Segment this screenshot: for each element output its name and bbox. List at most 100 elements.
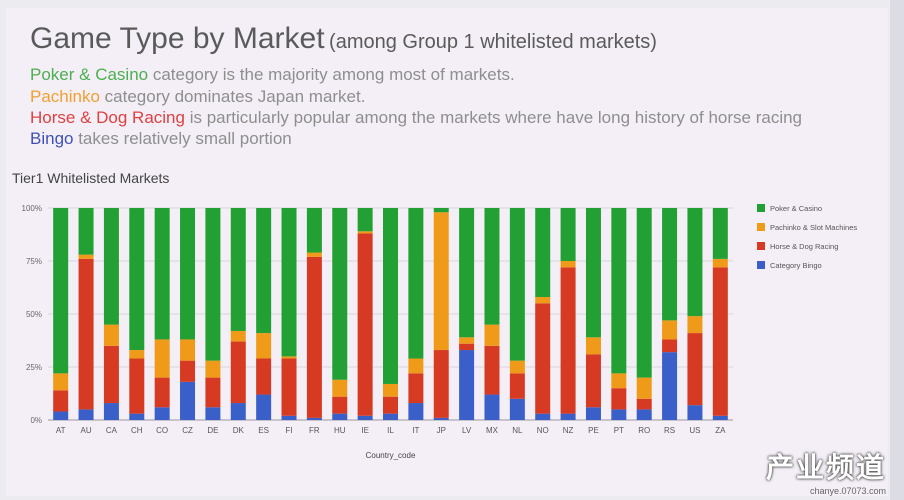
bar-segment-it bbox=[408, 403, 424, 420]
bar-segment-il bbox=[383, 208, 398, 384]
bar-segment-es bbox=[256, 358, 272, 395]
x-tick-label: IL bbox=[387, 426, 394, 435]
legend-label: Poker & Casino bbox=[770, 204, 822, 213]
note-bingo: Bingo takes relatively small portion bbox=[30, 129, 292, 149]
bar-segment-co bbox=[154, 339, 170, 378]
bar-segment-pe bbox=[585, 337, 601, 355]
bar-segment-ro bbox=[636, 398, 652, 410]
x-tick-label: CO bbox=[156, 426, 168, 435]
bar-segment-il bbox=[383, 396, 398, 414]
y-tick-label: 50% bbox=[26, 310, 42, 319]
bar-segment-za bbox=[712, 208, 728, 259]
legend-label: Pachinko & Slot Machines bbox=[770, 223, 857, 232]
bar-segment-nl bbox=[509, 208, 525, 361]
bar-segment-rs bbox=[662, 339, 678, 353]
x-tick-label: ES bbox=[258, 426, 269, 435]
bar-segment-lv bbox=[459, 337, 475, 344]
x-tick-label: DE bbox=[207, 426, 218, 435]
watermark: 产业频道 chanye.07073.com bbox=[766, 446, 886, 496]
x-tick-label: IE bbox=[361, 426, 369, 435]
bar-segment-at bbox=[53, 373, 69, 391]
title-main: Game Type by Market bbox=[30, 22, 325, 55]
bar-segment-rs bbox=[662, 320, 678, 340]
bar-segment-au bbox=[78, 208, 94, 255]
x-tick-label: PE bbox=[588, 426, 599, 435]
x-tick-label: AU bbox=[80, 426, 91, 435]
bar-segment-us bbox=[687, 208, 703, 317]
x-tick-label: PT bbox=[614, 426, 624, 435]
bar-segment-jp bbox=[433, 212, 449, 351]
bar-segment-co bbox=[154, 208, 170, 340]
bar-segment-mx bbox=[484, 394, 500, 420]
bar-segment-za bbox=[712, 415, 728, 420]
bar-segment-hu bbox=[332, 379, 348, 397]
bar-segment-at bbox=[53, 390, 69, 412]
bar-segment-nl bbox=[509, 373, 525, 399]
bar-segment-dk bbox=[230, 330, 246, 342]
bar-segment-fi bbox=[281, 415, 297, 420]
bar-segment-de bbox=[205, 360, 221, 378]
bar-segment-cz bbox=[180, 360, 196, 382]
x-tick-label: DK bbox=[233, 426, 245, 435]
chart-title: Tier1 Whitelisted Markets bbox=[12, 170, 170, 186]
bar-segment-at bbox=[53, 208, 69, 374]
bar-segment-co bbox=[154, 377, 170, 408]
bar-segment-jp bbox=[433, 350, 449, 418]
bar-segment-no bbox=[535, 208, 551, 298]
bar-segment-it bbox=[408, 208, 424, 359]
legend-swatch bbox=[757, 204, 765, 212]
x-tick-label: IT bbox=[412, 426, 419, 435]
bar-segment-hu bbox=[332, 413, 348, 420]
y-tick-label: 0% bbox=[30, 416, 42, 425]
x-tick-label: CZ bbox=[182, 426, 193, 435]
bar-segment-mx bbox=[484, 345, 500, 395]
bar-segment-fr bbox=[306, 252, 322, 257]
bar-segment-de bbox=[205, 407, 221, 420]
note-key: Pachinko bbox=[30, 87, 100, 106]
bar-segment-au bbox=[78, 409, 94, 420]
x-axis-label: Country_code bbox=[366, 451, 416, 460]
bar-segment-ch bbox=[129, 413, 145, 420]
x-tick-label: CH bbox=[131, 426, 143, 435]
note-key: Bingo bbox=[30, 129, 74, 148]
bar-segment-pt bbox=[611, 388, 627, 410]
x-tick-label: AT bbox=[56, 426, 66, 435]
bar-segment-au bbox=[78, 258, 94, 410]
bar-segment-ro bbox=[636, 377, 652, 399]
bar-segment-fi bbox=[281, 358, 297, 416]
x-tick-label: HU bbox=[334, 426, 346, 435]
bar-segment-us bbox=[687, 333, 703, 406]
bar-segment-nz bbox=[560, 267, 576, 414]
bar-segment-fr bbox=[306, 417, 322, 420]
bar-segment-us bbox=[687, 405, 703, 420]
x-tick-label: NL bbox=[512, 426, 523, 435]
bar-segment-pt bbox=[611, 409, 627, 420]
window-edge bbox=[890, 0, 904, 500]
legend-label: Category Bingo bbox=[770, 261, 822, 270]
bar-segment-pe bbox=[585, 407, 601, 420]
bar-segment-pe bbox=[585, 208, 601, 338]
note-text: category is the majority among most of m… bbox=[148, 65, 515, 84]
note-key: Poker & Casino bbox=[30, 65, 149, 84]
bar-segment-fi bbox=[281, 356, 297, 359]
watermark-logo: 产业频道 bbox=[765, 452, 886, 483]
bar-segment-dk bbox=[230, 341, 246, 404]
x-tick-label: US bbox=[689, 426, 700, 435]
bar-segment-za bbox=[712, 267, 728, 416]
bar-segment-mx bbox=[484, 208, 500, 325]
bar-segment-ca bbox=[103, 324, 119, 346]
note-text: is particularly popular among the market… bbox=[184, 108, 802, 127]
bar-segment-au bbox=[78, 254, 94, 259]
y-tick-label: 100% bbox=[22, 204, 42, 213]
note-text: takes relatively small portion bbox=[73, 129, 292, 148]
note-pachinko: Pachinko category dominates Japan market… bbox=[30, 87, 365, 107]
bar-segment-ch bbox=[129, 208, 145, 351]
bar-segment-es bbox=[256, 333, 272, 359]
x-tick-label: FI bbox=[285, 426, 292, 435]
x-tick-label: MX bbox=[486, 426, 499, 435]
bar-segment-es bbox=[256, 208, 272, 334]
legend-label: Horse & Dog Racing bbox=[770, 242, 838, 251]
bar-segment-fr bbox=[306, 208, 322, 253]
x-tick-label: NO bbox=[537, 426, 549, 435]
